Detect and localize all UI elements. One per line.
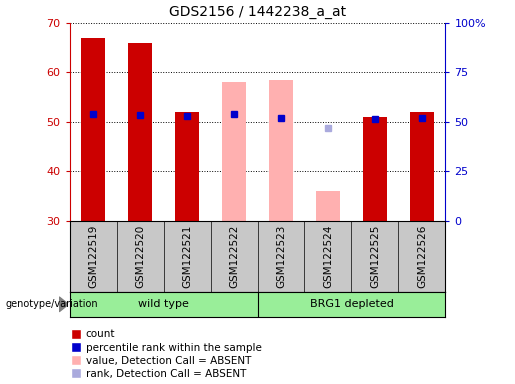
- Text: BRG1 depleted: BRG1 depleted: [310, 299, 393, 310]
- Bar: [410, 112, 434, 221]
- Text: GSM122519: GSM122519: [88, 224, 98, 288]
- Bar: [316, 191, 340, 221]
- Bar: [128, 43, 152, 221]
- Text: wild type: wild type: [138, 299, 189, 310]
- Title: GDS2156 / 1442238_a_at: GDS2156 / 1442238_a_at: [169, 5, 346, 19]
- Text: GSM122522: GSM122522: [229, 224, 239, 288]
- Bar: [81, 38, 105, 221]
- Text: GSM122524: GSM122524: [323, 224, 333, 288]
- Text: genotype/variation: genotype/variation: [5, 299, 98, 310]
- Text: GSM122521: GSM122521: [182, 224, 192, 288]
- Text: GSM122523: GSM122523: [276, 224, 286, 288]
- Bar: [175, 112, 199, 221]
- Text: GSM122526: GSM122526: [417, 224, 427, 288]
- Bar: [222, 83, 246, 221]
- Text: GSM122525: GSM122525: [370, 224, 380, 288]
- Bar: [363, 117, 387, 221]
- Bar: [269, 80, 293, 221]
- Text: GSM122520: GSM122520: [135, 224, 145, 288]
- Polygon shape: [59, 297, 68, 312]
- Legend: count, percentile rank within the sample, value, Detection Call = ABSENT, rank, : count, percentile rank within the sample…: [72, 329, 262, 379]
